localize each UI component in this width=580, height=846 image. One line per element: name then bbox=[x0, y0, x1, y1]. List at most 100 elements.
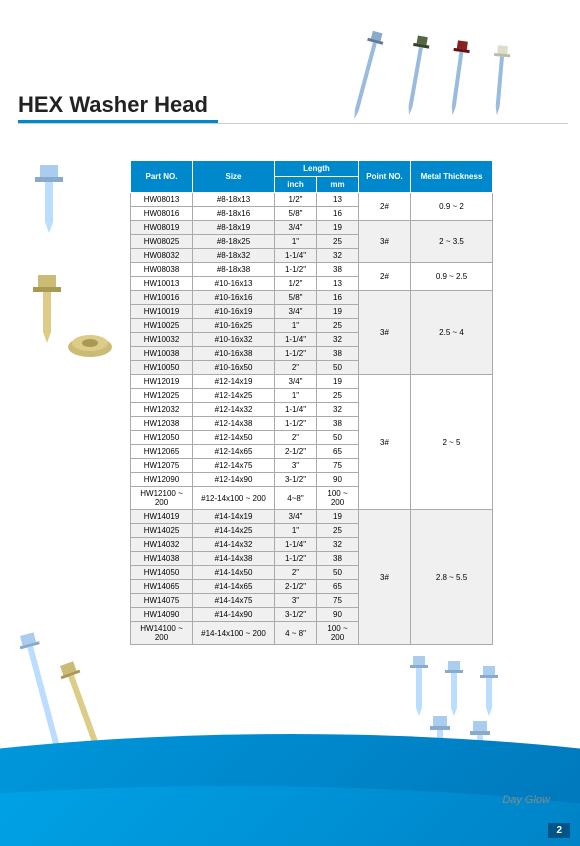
cell-point: 2# bbox=[359, 263, 411, 291]
th-length: Length bbox=[275, 161, 359, 177]
cell-mm: 32 bbox=[317, 333, 359, 347]
cell-mm: 50 bbox=[317, 566, 359, 580]
cell-part: HW14050 bbox=[131, 566, 193, 580]
cell-size: #12-14x50 bbox=[193, 431, 275, 445]
cell-mm: 19 bbox=[317, 305, 359, 319]
cell-metal: 2.8 ~ 5.5 bbox=[411, 510, 493, 645]
cell-part: HW12075 bbox=[131, 459, 193, 473]
cell-part: HW14032 bbox=[131, 538, 193, 552]
cell-metal: 2 ~ 5 bbox=[411, 375, 493, 510]
cell-point: 3# bbox=[359, 291, 411, 375]
screw-illustration-top bbox=[340, 20, 540, 140]
cell-part: HW10025 bbox=[131, 319, 193, 333]
table-row: HW08019#8-18x193/4"193#2 ~ 3.5 bbox=[131, 221, 493, 235]
table-row: HW08013#8-18x131/2"132#0.9 ~ 2 bbox=[131, 193, 493, 207]
cell-part: HW14019 bbox=[131, 510, 193, 524]
cell-part: HW10019 bbox=[131, 305, 193, 319]
cell-part: HW08025 bbox=[131, 235, 193, 249]
cell-inch: 3-1/2" bbox=[275, 473, 317, 487]
cell-mm: 32 bbox=[317, 538, 359, 552]
cell-mm: 65 bbox=[317, 580, 359, 594]
cell-inch: 1" bbox=[275, 319, 317, 333]
cell-part: HW12025 bbox=[131, 389, 193, 403]
cell-size: #14-14x50 bbox=[193, 566, 275, 580]
cell-inch: 2-1/2" bbox=[275, 445, 317, 459]
cell-mm: 25 bbox=[317, 524, 359, 538]
cell-inch: 2" bbox=[275, 361, 317, 375]
cell-size: #12-14x19 bbox=[193, 375, 275, 389]
cell-mm: 13 bbox=[317, 193, 359, 207]
page-title: HEX Washer Head bbox=[18, 92, 208, 118]
cell-size: #12-14x32 bbox=[193, 403, 275, 417]
cell-inch: 3/4" bbox=[275, 375, 317, 389]
cell-part: HW14025 bbox=[131, 524, 193, 538]
cell-mm: 25 bbox=[317, 235, 359, 249]
cell-mm: 90 bbox=[317, 608, 359, 622]
cell-metal: 2.5 ~ 4 bbox=[411, 291, 493, 375]
cell-size: #12-14x100 ~ 200 bbox=[193, 487, 275, 510]
cell-inch: 2" bbox=[275, 566, 317, 580]
th-inch: inch bbox=[275, 177, 317, 193]
table-row: HW10016#10-16x165/8"163#2.5 ~ 4 bbox=[131, 291, 493, 305]
cell-part: HW12032 bbox=[131, 403, 193, 417]
cell-mm: 38 bbox=[317, 347, 359, 361]
cell-inch: 1-1/2" bbox=[275, 417, 317, 431]
cell-metal: 2 ~ 3.5 bbox=[411, 221, 493, 263]
cell-mm: 32 bbox=[317, 249, 359, 263]
cell-part: HW14090 bbox=[131, 608, 193, 622]
cell-part: HW12050 bbox=[131, 431, 193, 445]
cell-metal: 0.9 ~ 2 bbox=[411, 193, 493, 221]
table-row: HW12019#12-14x193/4"193#2 ~ 5 bbox=[131, 375, 493, 389]
cell-mm: 65 bbox=[317, 445, 359, 459]
cell-size: #8-18x16 bbox=[193, 207, 275, 221]
logo-text: Day Glow bbox=[502, 794, 550, 806]
cell-inch: 1-1/4" bbox=[275, 403, 317, 417]
th-metal: Metal Thickness bbox=[411, 161, 493, 193]
cell-inch: 1-1/2" bbox=[275, 552, 317, 566]
cell-size: #10-16x32 bbox=[193, 333, 275, 347]
cell-size: #14-14x65 bbox=[193, 580, 275, 594]
screw-illustration-left bbox=[15, 165, 125, 425]
cell-inch: 1-1/4" bbox=[275, 249, 317, 263]
cell-part: HW08032 bbox=[131, 249, 193, 263]
cell-size: #10-16x25 bbox=[193, 319, 275, 333]
cell-part: HW10038 bbox=[131, 347, 193, 361]
cell-mm: 100 ~ 200 bbox=[317, 622, 359, 645]
th-point: Point NO. bbox=[359, 161, 411, 193]
cell-mm: 32 bbox=[317, 403, 359, 417]
cell-inch: 3/4" bbox=[275, 510, 317, 524]
cell-size: #12-14x38 bbox=[193, 417, 275, 431]
cell-size: #12-14x90 bbox=[193, 473, 275, 487]
cell-inch: 3" bbox=[275, 459, 317, 473]
cell-part: HW12038 bbox=[131, 417, 193, 431]
cell-mm: 38 bbox=[317, 552, 359, 566]
cell-part: HW08016 bbox=[131, 207, 193, 221]
cell-mm: 100 ~ 200 bbox=[317, 487, 359, 510]
cell-inch: 3" bbox=[275, 594, 317, 608]
cell-inch: 4~8" bbox=[275, 487, 317, 510]
cell-mm: 25 bbox=[317, 389, 359, 403]
cell-inch: 1" bbox=[275, 389, 317, 403]
cell-inch: 1-1/2" bbox=[275, 347, 317, 361]
cell-part: HW10013 bbox=[131, 277, 193, 291]
cell-inch: 2" bbox=[275, 431, 317, 445]
table-row: HW08038#8-18x381-1/2"382#0.9 ~ 2.5 bbox=[131, 263, 493, 277]
cell-mm: 75 bbox=[317, 594, 359, 608]
cell-size: #14-14x38 bbox=[193, 552, 275, 566]
cell-size: #14-14x90 bbox=[193, 608, 275, 622]
cell-mm: 75 bbox=[317, 459, 359, 473]
cell-part: HW10032 bbox=[131, 333, 193, 347]
cell-inch: 1-1/4" bbox=[275, 538, 317, 552]
cell-part: HW14038 bbox=[131, 552, 193, 566]
cell-point: 3# bbox=[359, 221, 411, 263]
th-mm: mm bbox=[317, 177, 359, 193]
cell-size: #8-18x32 bbox=[193, 249, 275, 263]
cell-inch: 3/4" bbox=[275, 221, 317, 235]
cell-part: HW12100 ~ 200 bbox=[131, 487, 193, 510]
cell-point: 2# bbox=[359, 193, 411, 221]
th-part: Part NO. bbox=[131, 161, 193, 193]
cell-part: HW10016 bbox=[131, 291, 193, 305]
cell-size: #14-14x100 ~ 200 bbox=[193, 622, 275, 645]
cell-size: #10-16x13 bbox=[193, 277, 275, 291]
cell-mm: 25 bbox=[317, 319, 359, 333]
